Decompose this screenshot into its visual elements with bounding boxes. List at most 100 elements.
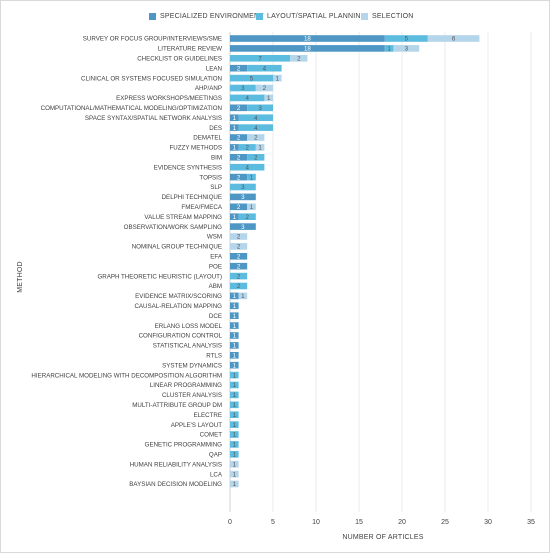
category-label-dematel: DEMATEL (193, 135, 222, 142)
x-tick-label: 30 (484, 519, 492, 526)
data-label-hierarchical-modeling-with-decomposition-algorithm-layout-spatial-planning: 1 (233, 372, 237, 379)
data-label-fuzzy-methods-specialized-environment: 1 (233, 145, 237, 152)
category-label-poe: POE (209, 263, 222, 270)
data-label-fmea-fmeca-selection: 1 (250, 204, 254, 211)
category-label-nominal-group-technique: NOMINAL GROUP TECHNIQUE (132, 244, 222, 251)
category-label-value-stream-mapping: VALUE STREAM MAPPING (144, 214, 222, 221)
bar-literature-review-layout-spatial-planning (384, 45, 394, 52)
legend-label: LAYOUT/SPATIAL PLANNING (267, 12, 367, 20)
bar-fmea-fmeca-specialized-environment (230, 203, 248, 211)
bar-wsm-selection (230, 233, 248, 240)
category-label-comet: COMET (200, 432, 223, 439)
category-label-evidence-matrix-scoring: EVIDENCE MATRIX/SCORING (135, 293, 222, 300)
bar-electre-layout-spatial-planning (230, 411, 239, 418)
bar-lean-layout-spatial-planning (247, 64, 282, 72)
category-label-linear-programming: LINEAR PROGRAMMING (150, 382, 222, 389)
data-label-multi-attribute-group-dm-layout-spatial-planning: 1 (233, 402, 237, 409)
data-label-evidence-synthesis-layout-spatial-planning: 4 (245, 164, 249, 171)
category-label-causal-relation-mapping: CAUSAL-RELATION MAPPING (134, 303, 222, 310)
category-label-fuzzy-methods: FUZZY METHODS (170, 145, 222, 152)
data-label-fmea-fmeca-specialized-environment: 2 (237, 204, 241, 211)
bar-apple-s-layout-layout-spatial-planning (230, 421, 239, 428)
category-label-slp: SLP (210, 184, 222, 191)
data-label-survey-or-focus-group-interviews-sme-selection: 6 (452, 36, 456, 43)
bar-bim-layout-spatial-planning (247, 154, 265, 161)
bar-linear-programming-layout-spatial-planning (230, 381, 239, 389)
data-label-apple-s-layout-layout-spatial-planning: 1 (233, 422, 237, 429)
bar-topsis-specialized-environment (230, 173, 248, 181)
data-label-survey-or-focus-group-interviews-sme-layout-spatial-planning: 5 (405, 36, 409, 43)
data-label-nominal-group-technique-selection: 2 (237, 244, 241, 251)
bar-abm-layout-spatial-planning (230, 282, 248, 290)
x-tick-label: 35 (527, 519, 535, 526)
category-label-erlang-loss-model: ERLANG LOSS MODEL (155, 323, 223, 330)
bar-computational-mathematical-modeling-optimization-layout-spatial-planning (247, 104, 273, 112)
category-label-ahp-anp: AHP/ANP (195, 85, 222, 92)
bar-lca-selection (230, 470, 239, 478)
data-label-value-stream-mapping-layout-spatial-planning: 2 (245, 214, 249, 221)
category-label-literature-review: LITERATURE REVIEW (158, 46, 222, 53)
category-label-electre: ELECTRE (193, 412, 222, 419)
data-label-space-syntax-spatial-network-analysis-specialized-environment: 1 (233, 115, 237, 122)
category-label-computational-mathematical-modeling-optimization: COMPUTATIONAL/MATHEMATICAL MODELING/OPTI… (41, 105, 222, 112)
bar-fuzzy-methods-selection (255, 144, 265, 151)
bar-literature-review-specialized-environment (230, 45, 385, 52)
data-label-qap-layout-spatial-planning: 1 (233, 452, 237, 459)
category-label-statistical-analysis: STATISTICAL ANALYSIS (153, 343, 222, 350)
category-label-apple-s-layout: APPLE'S LAYOUT (171, 422, 222, 429)
data-label-linear-programming-layout-spatial-planning: 1 (233, 382, 237, 389)
x-tick-label: 25 (441, 519, 449, 526)
data-label-delphi-technique-specialized-environment: 3 (241, 194, 245, 201)
data-label-checklist-or-guidelines-layout-spatial-planning: 7 (258, 56, 262, 63)
data-label-topsis-specialized-environment: 2 (237, 174, 241, 181)
bar-dematel-specialized-environment (230, 134, 248, 141)
data-label-abm-layout-spatial-planning: 2 (237, 283, 241, 290)
data-label-graph-theoretic-heuristic-layout-layout-spatial-planning: 2 (237, 273, 241, 280)
x-axis-label: NUMBER OF ARTICLES (342, 534, 423, 541)
bar-value-stream-mapping-layout-spatial-planning (238, 213, 256, 220)
data-label-poe-specialized-environment: 2 (237, 263, 241, 270)
data-label-clinical-or-systems-focused-simulation-layout-spatial-planning: 5 (250, 75, 254, 82)
x-tick-label: 10 (312, 519, 320, 526)
category-label-lean: LEAN (206, 65, 222, 72)
category-label-baysian-decision-modeling: BAYSIAN DECISION MODELING (129, 481, 222, 488)
legend-swatch (256, 12, 263, 20)
bar-checklist-or-guidelines-layout-spatial-planning (230, 55, 291, 62)
data-label-evidence-matrix-scoring-specialized-environment: 1 (233, 293, 237, 300)
bar-evidence-matrix-scoring-selection (238, 292, 248, 300)
x-tick-label: 20 (398, 519, 406, 526)
data-label-computational-mathematical-modeling-optimization-specialized-environment: 2 (237, 105, 241, 112)
category-label-clinical-or-systems-focused-simulation: CLINICAL OR SYSTEMS FOCUSED SIMULATION (81, 75, 222, 82)
bar-nominal-group-technique-selection (230, 243, 248, 250)
bar-express-workshops-meetings-selection (264, 94, 273, 102)
data-label-statistical-analysis-specialized-environment: 1 (233, 343, 237, 350)
y-axis-label: METHOD (17, 261, 24, 293)
category-label-efa: EFA (210, 254, 223, 261)
category-label-system-dynamics: SYSTEM DYNAMICS (162, 362, 222, 369)
category-label-rtls: RTLS (206, 353, 222, 360)
legend-swatch (361, 12, 368, 20)
data-label-lean-layout-spatial-planning: 4 (263, 65, 267, 72)
bar-poe-specialized-environment (230, 262, 248, 270)
data-label-fuzzy-methods-selection: 1 (258, 145, 262, 152)
legend-swatch (149, 12, 156, 20)
bar-clinical-or-systems-focused-simulation-layout-spatial-planning (230, 74, 273, 82)
bar-delphi-technique-specialized-environment (230, 193, 256, 201)
category-label-cluster-analysis: CLUSTER ANALYSIS (162, 392, 222, 399)
bar-observation-work-sampling-specialized-environment (230, 223, 256, 230)
data-label-des-layout-spatial-planning: 4 (254, 125, 258, 132)
data-label-express-workshops-meetings-layout-spatial-planning: 4 (245, 95, 249, 102)
data-label-ahp-anp-selection: 2 (263, 85, 267, 92)
bar-lean-specialized-environment (230, 64, 248, 72)
bar-cluster-analysis-layout-spatial-planning (230, 391, 239, 399)
category-label-human-reliability-analysis: HUMAN RELIABILITY ANALYSIS (130, 461, 222, 468)
bar-value-stream-mapping-specialized-environment (230, 213, 239, 220)
data-label-literature-review-specialized-environment: 18 (304, 46, 311, 53)
data-label-system-dynamics-specialized-environment: 1 (233, 362, 237, 369)
data-label-dce-specialized-environment: 1 (233, 313, 237, 320)
bar-system-dynamics-specialized-environment (230, 361, 239, 369)
data-label-efa-specialized-environment: 2 (237, 254, 241, 261)
data-label-comet-layout-spatial-planning: 1 (233, 432, 237, 439)
bar-efa-specialized-environment (230, 253, 248, 260)
